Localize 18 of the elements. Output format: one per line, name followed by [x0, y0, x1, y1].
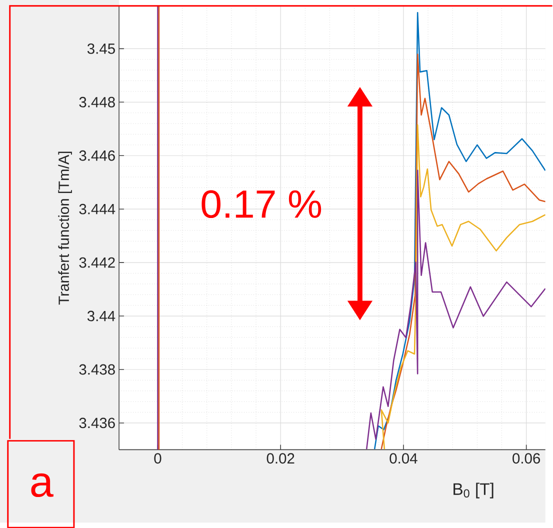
annotation: 0.17 % [202, 190, 322, 218]
line-series [366, 170, 546, 450]
x-tick-label: 0 [154, 452, 162, 464]
x-tick-label: 0.04 [390, 452, 418, 464]
y-tick-label: 3.442 [79, 257, 115, 268]
y-tick-label: 3.444 [79, 204, 116, 214]
y-tick-label: 3.436 [79, 418, 115, 428]
y-tick-label: 3.446 [79, 150, 115, 161]
line-series [380, 124, 546, 450]
x-tick-label: 0.02 [266, 452, 294, 464]
text: a [31, 473, 54, 497]
y-tick-label: 3.45 [87, 43, 115, 54]
y-tick-label: 3.438 [79, 364, 115, 375]
y-tick-label: 3.448 [79, 96, 115, 108]
y-axis-title: Tranfert function [Tm/A] [58, 152, 72, 304]
x-tick-label: 0.06 [512, 452, 540, 464]
x-axis-title: B$_{0}$ [T] [454, 482, 494, 498]
y-tick-label: 3.44 [87, 310, 116, 322]
